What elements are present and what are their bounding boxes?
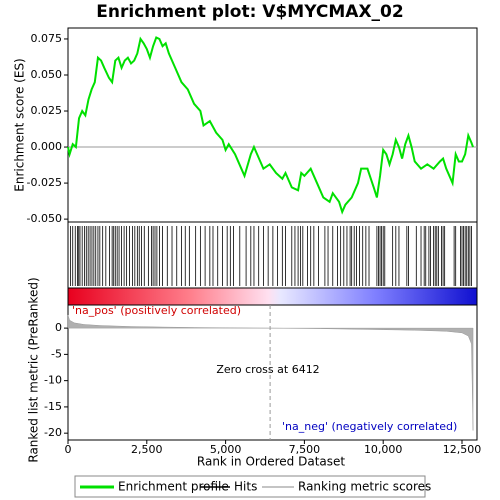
y-tick-label: 0.000	[31, 140, 63, 153]
y-tick-label: 0.075	[31, 32, 63, 45]
y-tick-label: -0.050	[27, 212, 62, 225]
zero-annotation: Zero cross at 6412	[216, 363, 319, 376]
y-tick-label: -15	[44, 400, 62, 413]
y-tick-label: -20	[44, 426, 62, 439]
x-tick-label: 0	[65, 443, 72, 456]
x-tick-label: 7,500	[289, 443, 321, 456]
x-tick-label: 10,000	[364, 443, 403, 456]
neg-annotation: 'na_neg' (negatively correlated)	[282, 420, 457, 433]
legend	[74, 475, 426, 498]
legend-label: Hits	[234, 480, 257, 494]
metric-area	[67, 314, 474, 431]
chart-title: Enrichment plot: V$MYCMAX_02	[96, 2, 403, 22]
pos-annotation: 'na_pos' (positively correlated)	[72, 304, 241, 317]
x-axis-label: Rank in Ordered Dataset	[197, 455, 345, 469]
color-bar	[68, 288, 477, 305]
es-axis-label: Enrichment score (ES)	[13, 58, 27, 191]
x-tick-label: 5,000	[210, 443, 242, 456]
legend-label: Ranking metric scores	[298, 480, 431, 494]
x-tick-label: 2,500	[131, 443, 163, 456]
y-tick-label: 0.050	[31, 68, 63, 81]
frame	[67, 27, 478, 441]
y-tick-label: 0.025	[31, 104, 63, 117]
enrichment-line	[67, 36, 474, 215]
metric-axis-label: Ranked list metric (PreRanked)	[27, 277, 41, 462]
y-tick-label: -10	[44, 374, 62, 387]
y-tick-label: 0	[55, 321, 62, 334]
y-tick-label: -5	[51, 347, 62, 360]
x-tick-label: 12,500	[443, 443, 482, 456]
legend-label: Enrichment profile	[118, 480, 229, 494]
y-tick-label: -0.025	[27, 176, 62, 189]
